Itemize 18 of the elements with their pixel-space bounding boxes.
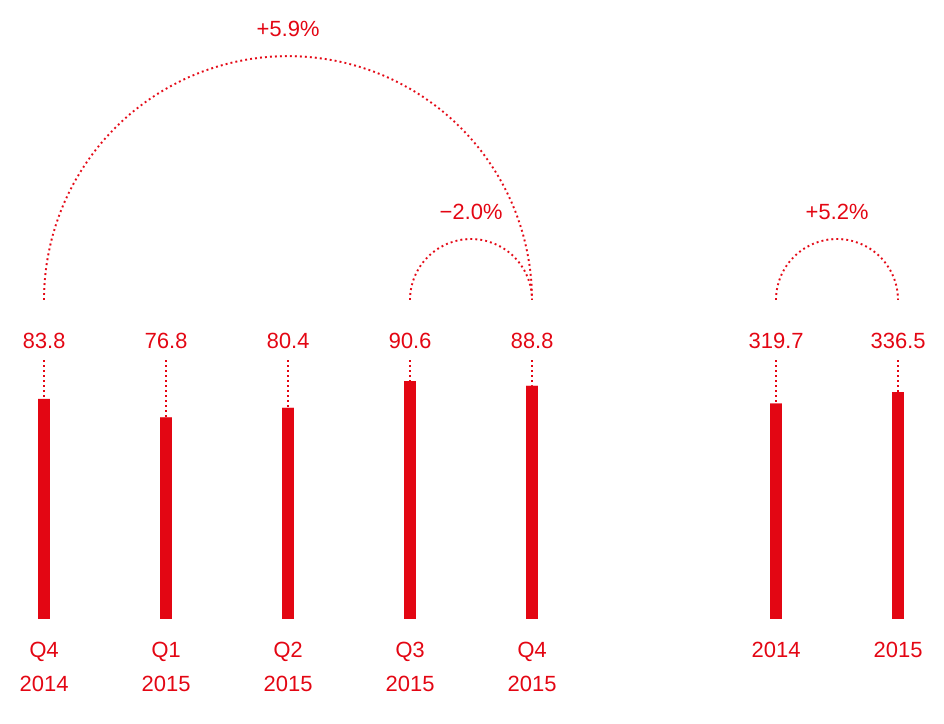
x-tick-label: 2015 (874, 637, 922, 662)
text: +5.9% (256, 16, 320, 41)
data-label: 80.4 (266, 328, 310, 353)
x-tick-label: Q3 2015 (386, 637, 434, 696)
x-tick-label: Q2 2015 (264, 637, 312, 696)
data-label: 336.5 (870, 328, 926, 353)
x-tick-label: Q4 2015 (508, 637, 556, 696)
data-label: 90.6 (388, 328, 432, 353)
x-tick-label: Q1 2015 (142, 637, 190, 696)
x-tick-label: 2014 (752, 637, 800, 662)
data-label: 88.8 (510, 328, 554, 353)
text: −2.0% (440, 199, 502, 224)
data-label: 319.7 (748, 328, 804, 353)
data-label: 76.8 (144, 328, 188, 353)
x-tick-label: Q4 2014 (20, 637, 68, 696)
text: +5.2% (806, 199, 868, 224)
data-label: 83.8 (22, 328, 66, 353)
bar (38, 398, 50, 619)
